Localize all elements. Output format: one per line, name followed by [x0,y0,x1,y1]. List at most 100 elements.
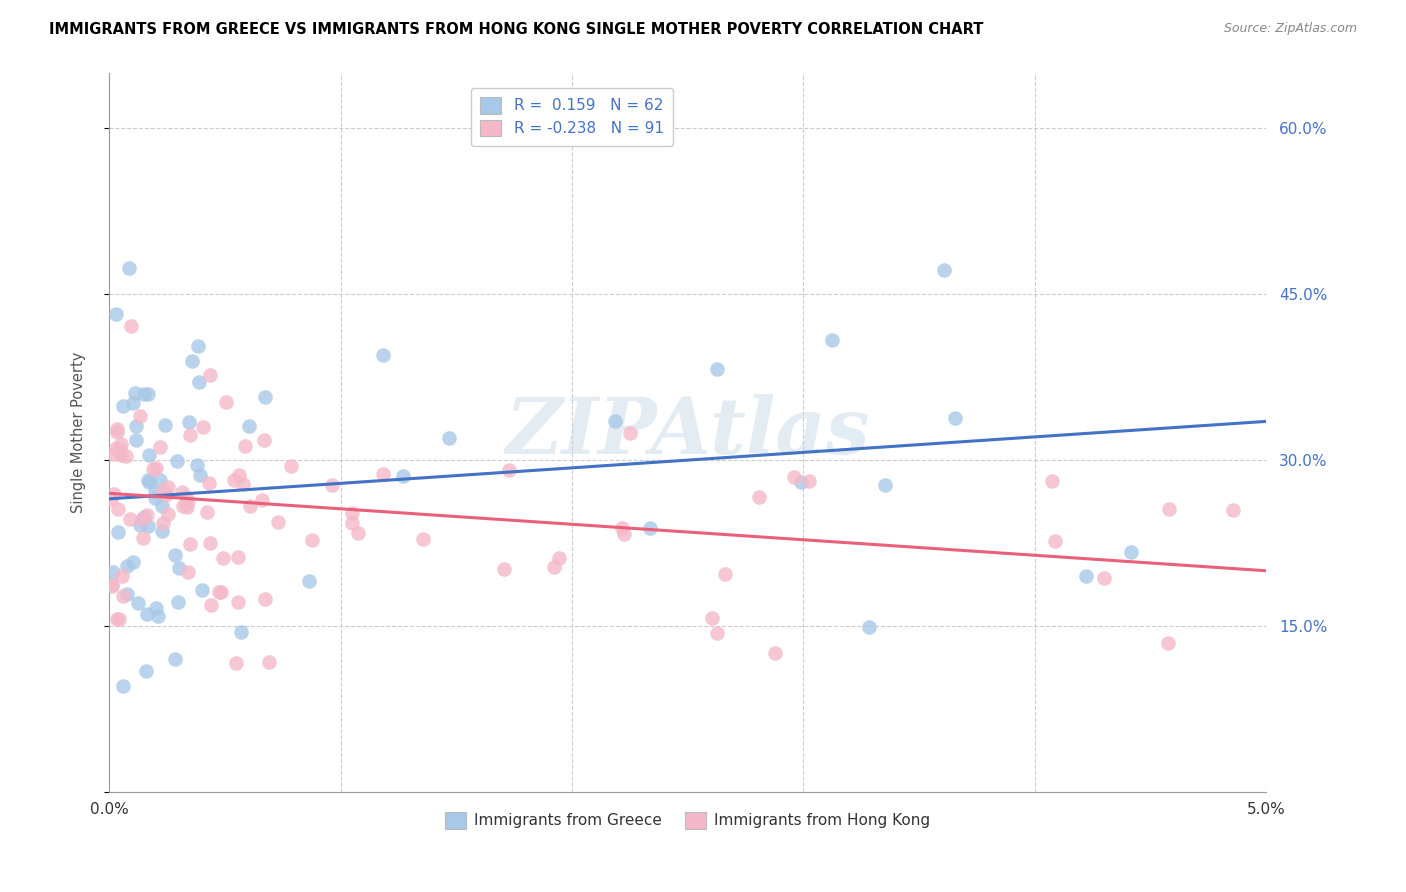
Point [233,439,256,453]
Point [494,562,516,576]
Point [111,399,134,413]
Point [224,473,246,487]
Point [115,449,138,463]
Point [858,620,880,634]
Point [215,395,238,409]
Point [543,560,565,574]
Point [118,512,141,526]
Point [253,390,276,404]
Point [1045,534,1067,549]
Point [179,415,201,429]
Point [105,421,128,435]
Point [200,598,222,612]
Point [176,491,198,505]
Point [145,461,167,475]
Point [121,395,143,409]
Point [136,508,159,522]
Point [138,448,160,462]
Point [187,339,209,353]
Point [115,587,138,601]
Point [301,533,323,547]
Point [603,414,626,428]
Point [120,319,142,334]
Point [108,611,131,625]
Point [103,487,125,501]
Point [943,410,966,425]
Point [226,549,249,564]
Point [1222,502,1244,516]
Point [107,502,129,516]
Point [125,418,148,433]
Point [143,491,166,505]
Point [132,510,155,524]
Point [209,584,232,599]
Point [146,609,169,624]
Point [112,679,135,693]
Point [103,565,125,579]
Point [612,521,634,535]
Point [105,612,128,626]
Point [134,386,156,401]
Point [226,595,249,609]
Point [122,555,145,569]
Point [179,537,201,551]
Point [101,579,124,593]
Point [136,519,159,533]
Point [110,448,132,462]
Point [934,262,956,277]
Point [200,535,222,549]
Point [129,517,152,532]
Point [156,507,179,521]
Text: IMMIGRANTS FROM GREECE VS IMMIGRANTS FROM HONG KONG SINGLE MOTHER POVERTY CORREL: IMMIGRANTS FROM GREECE VS IMMIGRANTS FRO… [49,22,984,37]
Point [124,385,146,400]
Point [153,417,176,432]
Point [191,582,214,597]
Point [103,447,125,461]
Point [439,431,461,445]
Point [714,567,737,582]
Point [873,477,896,491]
Point [186,458,208,472]
Point [152,483,174,498]
Point [347,526,370,541]
Point [111,590,134,604]
Point [104,442,127,456]
Point [176,500,198,515]
Point [253,433,276,447]
Point [172,500,194,514]
Point [267,515,290,529]
Point [170,485,193,500]
Point [104,307,127,321]
Point [298,574,321,589]
Point [257,655,280,669]
Point [619,425,641,440]
Point [790,475,813,489]
Point [150,524,173,538]
Point [149,473,172,487]
Point [250,493,273,508]
Point [110,437,132,451]
Point [225,656,247,670]
Point [163,549,186,563]
Point [1159,502,1181,516]
Y-axis label: Single Mother Poverty: Single Mother Poverty [72,351,86,513]
Point [149,440,172,454]
Point [208,585,231,599]
Point [150,500,173,514]
Point [163,652,186,666]
Point [136,607,159,621]
Point [1076,568,1098,582]
Point [1040,474,1063,488]
Point [191,419,214,434]
Point [700,611,723,625]
Point [138,475,160,489]
Point [280,458,302,473]
Point [124,434,146,448]
Point [373,348,395,362]
Point [228,467,250,482]
Point [167,594,190,608]
Point [706,361,728,376]
Point [1157,636,1180,650]
Point [131,512,153,526]
Point [177,494,200,508]
